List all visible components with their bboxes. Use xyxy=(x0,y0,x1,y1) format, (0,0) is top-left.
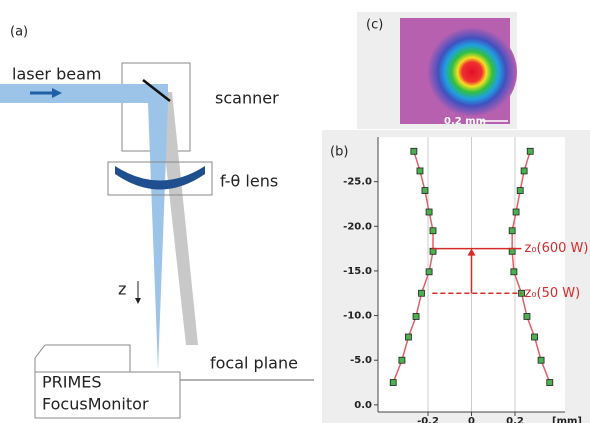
label: FocusMonitor xyxy=(42,395,149,414)
x-tick-label: 0 xyxy=(468,416,475,423)
data-point xyxy=(425,208,433,216)
x-tick-label: 0.2 xyxy=(506,416,524,423)
laser-beam xyxy=(0,84,168,370)
lens-holder xyxy=(107,161,213,196)
x-axis-label: [mm] xyxy=(552,416,582,423)
panel-label: (c) xyxy=(366,18,383,33)
data-point xyxy=(510,268,518,276)
data-point xyxy=(410,147,418,155)
deflected-beam xyxy=(158,92,198,345)
label: z xyxy=(118,280,126,299)
data-point xyxy=(520,167,528,175)
data-point xyxy=(421,187,429,194)
label: PRIMES xyxy=(42,373,102,392)
lens xyxy=(115,166,205,190)
panel-label: (a) xyxy=(10,25,28,40)
beam-spot xyxy=(427,27,517,117)
data-point xyxy=(412,313,420,320)
label: scanner xyxy=(215,89,279,108)
data-point xyxy=(516,187,524,194)
data-point xyxy=(418,289,425,297)
data-point xyxy=(508,227,516,235)
mirror xyxy=(142,79,171,102)
x-tick-label: -0.2 xyxy=(417,416,439,423)
data-point xyxy=(526,147,534,155)
y-tick-label: -15.0 xyxy=(343,266,372,277)
label: f-θ lens xyxy=(220,172,278,191)
z-arrow-head xyxy=(135,298,141,304)
y-tick-label: -25.0 xyxy=(343,177,372,188)
scale-label: 0.2 mm xyxy=(444,116,486,127)
chart: -0.2 0 0.2 [mm] 0.0 -5.0 -10.0 -15.0 -20.0 -25.0 z… xyxy=(343,137,588,423)
panel-label: (b) xyxy=(330,145,348,160)
annotation: z₀(600 W) xyxy=(525,241,589,256)
data-point xyxy=(546,379,554,386)
label: focal plane xyxy=(210,354,298,373)
data-point xyxy=(512,208,520,216)
device-top xyxy=(34,344,131,373)
y-tick-label: 0.0 xyxy=(354,400,372,411)
data-point xyxy=(398,356,406,364)
y-tick-label: -20.0 xyxy=(343,221,372,232)
annotation-arrow-head xyxy=(467,248,476,256)
data-point xyxy=(405,333,412,341)
data-point xyxy=(416,167,424,175)
annotation: z₀(50 W) xyxy=(525,286,581,301)
device-box xyxy=(34,371,181,419)
data-point xyxy=(523,313,531,320)
y-tick-label: -5.0 xyxy=(350,355,372,366)
data-point xyxy=(425,268,433,276)
beam-arrow-head xyxy=(52,88,62,98)
label: laser beam xyxy=(12,65,101,84)
data-point xyxy=(389,379,397,386)
y-tick-label: -10.0 xyxy=(343,311,372,322)
data-point xyxy=(537,356,545,364)
data-point xyxy=(531,333,538,341)
data-point xyxy=(429,227,437,235)
